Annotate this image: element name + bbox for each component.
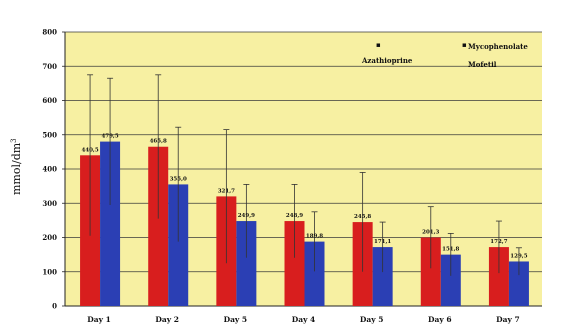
legend-item-mycophenolate: ▪ Mycophenolate Mofetil [462,40,528,69]
category-label-6: Day 7 [496,315,520,324]
bar-s0-3 [284,221,305,306]
bar-s1-1 [168,184,189,306]
error-bars [87,74,522,276]
bar-s0-5 [420,237,441,306]
y-axis-label-superscript: 3 [10,138,18,142]
data-label-s1-0: 479,5 [101,134,118,140]
data-label-s1-6: 129,5 [510,253,527,259]
category-label-2: Day 5 [224,315,248,324]
y-tick-label-300: 300 [42,199,57,208]
y-tick-label-800: 800 [42,28,57,37]
y-tick-label-100: 100 [42,267,57,276]
category-label-5: Day 6 [428,315,452,324]
data-label-s1-1: 355,0 [170,176,187,182]
bar-s1-3 [304,241,325,306]
bar-s0-1 [148,146,169,306]
legend: ▪ Azathioprine ▪ Mycophenolate Mofetil [361,40,528,69]
y-tick-labels: 0 100 200 300 400 500 600 700 800 [42,28,65,311]
legend-label-mycophenolate-1: Mycophenolate [468,42,528,51]
data-label-s1-4: 171,1 [374,239,391,245]
y-axis-label: mmol/dm3 [10,138,23,195]
category-label-3: Day 4 [292,315,316,324]
category-label-4: Day 5 [360,315,384,324]
category-labels: Day 1 Day 2 Day 5 Day 4 Day 5 Day 6 Day 7 [87,315,519,324]
data-label-s0-3: 248,9 [286,213,303,219]
bar-s1-2 [236,221,257,306]
y-tick-label-400: 400 [42,165,57,174]
data-label-s0-4: 245,8 [354,214,371,220]
bar-s0-6 [488,247,509,306]
data-label-s0-6: 172,7 [490,239,507,245]
y-tick-label-700: 700 [42,62,57,71]
legend-marker-mycophenolate: ▪ [462,40,467,49]
data-label-s0-5: 201,3 [422,230,439,236]
data-label-s1-2: 249,9 [238,213,255,219]
data-label-s1-3: 189,8 [306,234,323,240]
bar-s1-6 [508,261,529,306]
y-tick-label-0: 0 [52,302,57,311]
legend-marker-azathioprine: ▪ [376,40,381,49]
data-label-s1-5: 151,8 [442,247,459,253]
data-label-s0-1: 465,8 [150,139,167,145]
category-label-1: Day 2 [155,315,179,324]
legend-label-mycophenolate-2: Mofetil [468,60,497,69]
y-tick-label-200: 200 [42,233,57,242]
bar-s1-4 [372,247,393,306]
category-label-0: Day 1 [87,315,111,324]
legend-item-azathioprine: ▪ Azathioprine [361,40,413,65]
y-axis-label-text: mmol/dm [10,142,23,195]
y-tick-label-500: 500 [42,130,57,139]
bar-s1-0 [100,141,121,306]
data-label-s0-0: 440,5 [81,147,98,153]
data-label-s0-2: 321,7 [218,188,235,194]
data-labels: 440,5 479,5 465,8 355,0 321,7 249,9 248,9 189,8… [81,134,527,260]
legend-label-azathioprine: Azathioprine [361,56,413,65]
bar-s1-5 [440,254,461,306]
y-tick-label-600: 600 [42,96,57,105]
